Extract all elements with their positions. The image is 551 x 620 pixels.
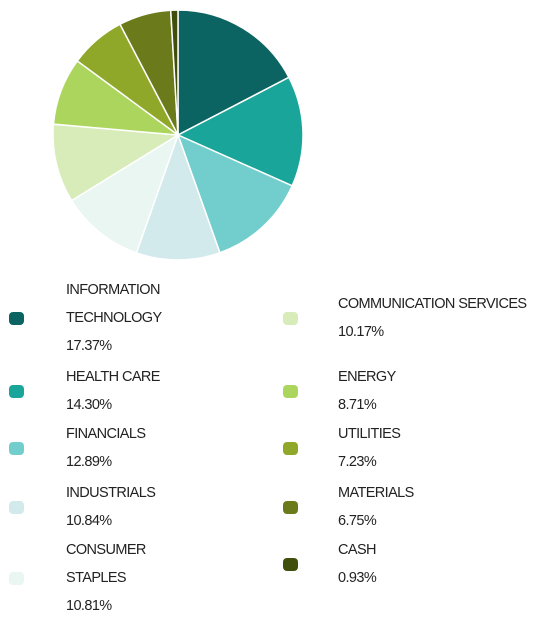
legend-text: FINANCIALS 12.89% — [66, 420, 191, 476]
pie-slice — [52, 123, 181, 202]
legend-marker — [283, 311, 298, 325]
page: {"chart_data": {"type": "pie", "categori… — [9, 9, 551, 614]
legend-value: 8.71% — [338, 397, 377, 413]
legend-marker — [9, 441, 24, 455]
legend-label: COMMUNICATION SERVICES — [338, 296, 527, 312]
legend-value: 6.75% — [338, 513, 377, 529]
legend-text: UTILITIES 7.23% — [338, 420, 551, 476]
legend-marker — [283, 384, 298, 398]
pie-slice — [177, 9, 290, 137]
pie-slice — [135, 132, 221, 261]
legend-label: CONSUMER STAPLES — [66, 542, 146, 586]
legend-label: ENERGY — [338, 369, 396, 385]
legend-marker — [283, 500, 298, 514]
legend-value: 12.89% — [66, 454, 112, 470]
legend-item: ENERGY 8.71% — [283, 363, 551, 419]
legend-item: MATERIALS 6.75% — [283, 479, 551, 535]
legend-text: COMMUNICATION SERVICES 10.17% — [338, 290, 551, 346]
legend-text: HEALTH CARE 14.30% — [66, 363, 191, 419]
legend-marker — [9, 311, 24, 325]
legend-value: 10.84% — [66, 513, 112, 529]
legend-text: INFORMATION TECHNOLOGY 17.37% — [66, 276, 191, 360]
legend-label: INDUSTRIALS — [66, 485, 156, 501]
legend-item: COMMUNICATION SERVICES 10.17% — [283, 290, 551, 346]
legend-label: HEALTH CARE — [66, 369, 160, 385]
legend-text: CASH 0.93% — [338, 536, 551, 592]
legend-text: ENERGY 8.71% — [338, 363, 551, 419]
legend-marker — [283, 557, 298, 571]
legend-label: FINANCIALS — [66, 426, 146, 442]
legend-marker — [283, 441, 298, 455]
legend-label: UTILITIES — [338, 426, 401, 442]
legend-text: INDUSTRIALS 10.84% — [66, 479, 191, 535]
legend-value: 7.23% — [338, 454, 377, 470]
legend-marker — [9, 571, 24, 585]
legend-item: INDUSTRIALS 10.84% — [9, 479, 191, 535]
legend-item: CONSUMER STAPLES 10.81% — [9, 536, 191, 620]
legend-marker — [9, 384, 24, 398]
pie-chart — [52, 9, 304, 261]
legend-item: INFORMATION TECHNOLOGY 17.37% — [9, 276, 191, 360]
pie-slice — [176, 76, 304, 187]
legend-label: MATERIALS — [338, 485, 414, 501]
pie-slice — [70, 133, 180, 254]
legend-text: MATERIALS 6.75% — [338, 479, 551, 535]
legend-value: 17.37% — [66, 338, 112, 354]
pie-slice — [176, 133, 294, 254]
legend-item: CASH 0.93% — [283, 536, 551, 592]
legend-marker — [9, 500, 24, 514]
pie-slice — [169, 9, 179, 136]
legend-text: CONSUMER STAPLES 10.81% — [66, 536, 191, 620]
legend-value: 0.93% — [338, 570, 377, 586]
legend-value: 10.81% — [66, 598, 112, 614]
legend-item: HEALTH CARE 14.30% — [9, 363, 191, 419]
legend-item: UTILITIES 7.23% — [283, 420, 551, 476]
legend-item: FINANCIALS 12.89% — [9, 420, 191, 476]
legend-value: 14.30% — [66, 397, 112, 413]
legend-value: 10.17% — [338, 324, 384, 340]
legend-label: CASH — [338, 542, 376, 558]
legend-label: INFORMATION TECHNOLOGY — [66, 282, 162, 326]
